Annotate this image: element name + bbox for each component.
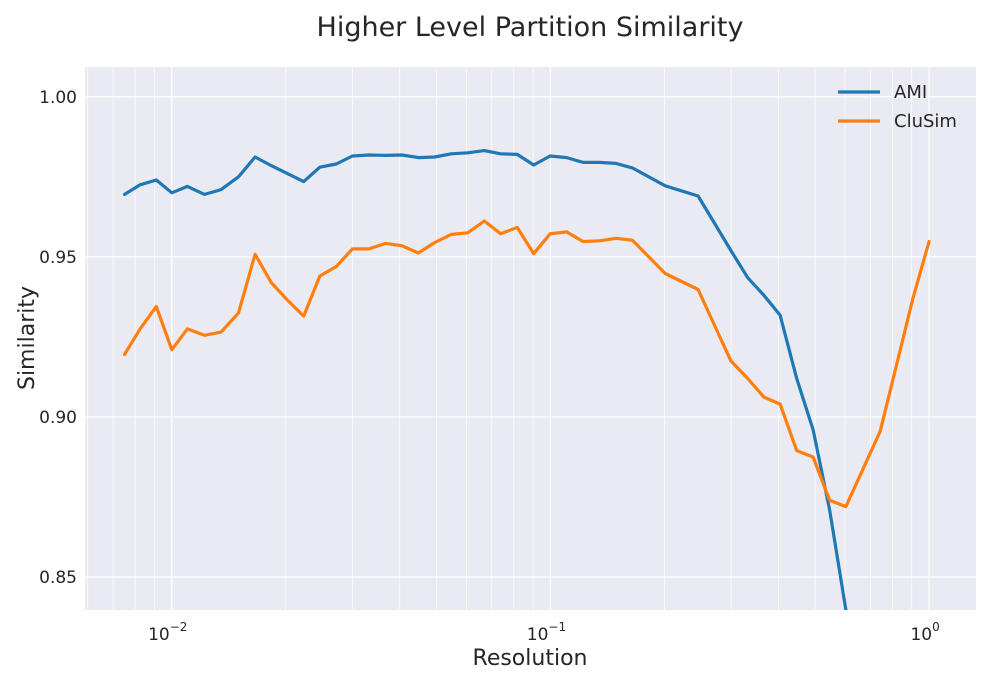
series-line-clusim <box>122 219 931 509</box>
x-tick-exponent: −1 <box>548 620 566 634</box>
x-tick-base: 10 <box>910 625 932 645</box>
y-tick-label: 0.90 <box>39 408 77 428</box>
x-axis-ticks: 10−2 10−1 100 <box>148 620 940 645</box>
y-tick-label: 1.00 <box>39 88 77 108</box>
x-axis-label: Resolution <box>473 646 588 671</box>
x-tick-exponent: 0 <box>932 620 940 634</box>
legend-label-ami: AMI <box>894 82 927 103</box>
legend: AMI CluSim <box>838 82 957 132</box>
chart-title: Higher Level Partition Similarity <box>317 12 744 43</box>
y-tick-label: 0.95 <box>39 248 77 268</box>
y-tick-label: 0.85 <box>39 568 77 588</box>
x-tick-label: 100 <box>910 620 939 645</box>
legend-label-clusim: CluSim <box>894 111 957 132</box>
x-tick-label: 10−1 <box>527 620 566 645</box>
x-tick-label: 10−2 <box>148 620 187 645</box>
plot-area <box>85 67 976 610</box>
y-axis-label: Similarity <box>15 286 40 390</box>
series-line-ami <box>122 149 848 610</box>
x-tick-exponent: −2 <box>170 620 188 634</box>
series-lines <box>122 149 931 610</box>
x-tick-base: 10 <box>148 625 170 645</box>
y-axis-ticks: 0.85 0.90 0.95 1.00 <box>39 88 77 588</box>
x-tick-base: 10 <box>527 625 549 645</box>
